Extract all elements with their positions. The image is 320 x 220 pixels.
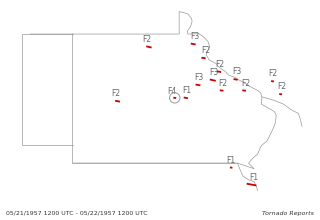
- Text: F1: F1: [249, 173, 258, 182]
- Text: F3: F3: [194, 73, 204, 82]
- Text: F1: F1: [227, 156, 236, 165]
- Text: F2: F2: [111, 89, 120, 98]
- Text: F2: F2: [241, 79, 250, 88]
- Text: F2: F2: [142, 35, 151, 44]
- Text: F2: F2: [218, 79, 227, 88]
- Text: F4: F4: [167, 87, 176, 96]
- Text: F3: F3: [232, 68, 241, 77]
- Text: F2: F2: [277, 82, 286, 91]
- Text: F2: F2: [216, 60, 225, 69]
- Text: 05/21/1957 1200 UTC - 05/22/1957 1200 UTC: 05/21/1957 1200 UTC - 05/22/1957 1200 UT…: [6, 211, 148, 216]
- Text: F1: F1: [182, 86, 191, 95]
- Text: F3: F3: [210, 68, 219, 77]
- Text: F2: F2: [202, 46, 211, 55]
- Text: F2: F2: [269, 69, 278, 78]
- Text: F3: F3: [190, 32, 200, 41]
- Text: Tornado Reports: Tornado Reports: [262, 211, 314, 216]
